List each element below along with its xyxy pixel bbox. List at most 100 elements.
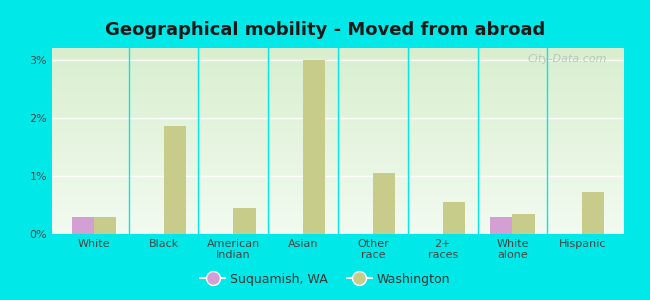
Bar bbox=[94, 217, 116, 234]
Bar bbox=[52, 59, 624, 61]
Bar bbox=[52, 61, 624, 63]
Bar bbox=[52, 124, 624, 126]
Bar bbox=[52, 57, 624, 59]
Bar bbox=[52, 169, 624, 171]
Bar bbox=[52, 63, 624, 65]
Bar bbox=[52, 93, 624, 94]
Bar bbox=[52, 122, 624, 124]
Bar bbox=[72, 217, 94, 234]
Bar bbox=[52, 121, 624, 122]
Bar bbox=[52, 156, 624, 158]
Bar bbox=[52, 141, 624, 143]
Bar bbox=[52, 176, 624, 178]
Bar bbox=[52, 100, 624, 102]
Bar bbox=[512, 214, 535, 234]
Bar bbox=[52, 208, 624, 210]
Bar bbox=[52, 89, 624, 91]
Bar bbox=[52, 111, 624, 113]
Bar bbox=[52, 200, 624, 202]
Text: City-Data.com: City-Data.com bbox=[527, 54, 607, 64]
Bar bbox=[443, 202, 465, 234]
Bar bbox=[52, 172, 624, 175]
Bar bbox=[52, 76, 624, 78]
Bar bbox=[52, 206, 624, 208]
Bar bbox=[52, 135, 624, 137]
Bar bbox=[52, 72, 624, 74]
Legend: Suquamish, WA, Washington: Suquamish, WA, Washington bbox=[195, 268, 455, 291]
Bar bbox=[52, 137, 624, 139]
Bar bbox=[52, 193, 624, 195]
Bar bbox=[52, 188, 624, 189]
Bar bbox=[52, 145, 624, 147]
Bar bbox=[52, 180, 624, 182]
Bar bbox=[52, 226, 624, 228]
Bar bbox=[52, 184, 624, 186]
Bar bbox=[52, 225, 624, 226]
Bar bbox=[52, 152, 624, 154]
Bar bbox=[52, 163, 624, 165]
Bar bbox=[52, 171, 624, 172]
Bar bbox=[52, 119, 624, 121]
Bar bbox=[303, 60, 326, 234]
Bar bbox=[52, 154, 624, 156]
Bar bbox=[52, 204, 624, 206]
Bar bbox=[52, 132, 624, 134]
Bar bbox=[52, 98, 624, 100]
Bar bbox=[52, 94, 624, 96]
Bar bbox=[52, 70, 624, 72]
Bar bbox=[52, 147, 624, 148]
Bar bbox=[52, 104, 624, 106]
Bar bbox=[52, 217, 624, 219]
Text: Geographical mobility - Moved from abroad: Geographical mobility - Moved from abroa… bbox=[105, 21, 545, 39]
Bar bbox=[52, 128, 624, 130]
Bar bbox=[52, 161, 624, 163]
Bar bbox=[52, 87, 624, 89]
Bar bbox=[52, 117, 624, 119]
Bar bbox=[52, 67, 624, 68]
Bar bbox=[52, 178, 624, 180]
Bar bbox=[52, 91, 624, 93]
Bar bbox=[52, 175, 624, 176]
Bar bbox=[52, 150, 624, 152]
Bar bbox=[52, 143, 624, 145]
Bar bbox=[52, 107, 624, 110]
Bar bbox=[52, 199, 624, 200]
Bar bbox=[52, 74, 624, 76]
Bar bbox=[52, 110, 624, 111]
Bar bbox=[52, 134, 624, 135]
Bar bbox=[52, 167, 624, 169]
Bar bbox=[52, 78, 624, 80]
Bar bbox=[233, 208, 255, 234]
Bar bbox=[52, 189, 624, 191]
Bar bbox=[52, 83, 624, 85]
Bar bbox=[52, 80, 624, 82]
Bar bbox=[52, 68, 624, 70]
Bar bbox=[52, 65, 624, 67]
Bar bbox=[52, 56, 624, 57]
Bar bbox=[52, 126, 624, 128]
Bar bbox=[52, 219, 624, 221]
Bar bbox=[52, 160, 624, 161]
Bar bbox=[52, 223, 624, 225]
Bar bbox=[52, 215, 624, 217]
Bar bbox=[52, 197, 624, 199]
Bar bbox=[52, 212, 624, 214]
Bar bbox=[52, 195, 624, 197]
Bar bbox=[52, 232, 624, 234]
Bar bbox=[52, 148, 624, 150]
Bar bbox=[52, 130, 624, 132]
Bar bbox=[52, 228, 624, 230]
Bar bbox=[52, 96, 624, 98]
Bar bbox=[52, 230, 624, 232]
Bar bbox=[52, 221, 624, 223]
Bar bbox=[52, 165, 624, 167]
Bar bbox=[52, 82, 624, 83]
Bar bbox=[52, 48, 624, 50]
Bar bbox=[52, 214, 624, 215]
Bar bbox=[52, 158, 624, 160]
Bar bbox=[52, 52, 624, 54]
Bar bbox=[52, 186, 624, 188]
Bar bbox=[164, 127, 186, 234]
Bar bbox=[52, 54, 624, 56]
Bar bbox=[582, 192, 604, 234]
